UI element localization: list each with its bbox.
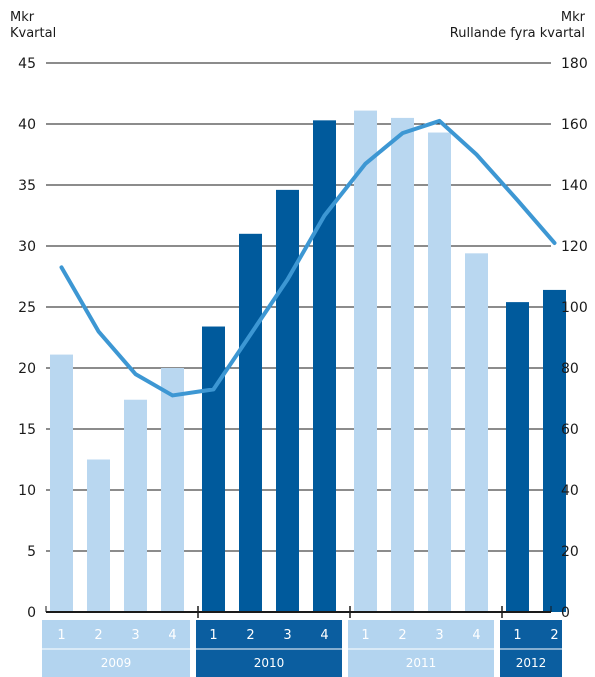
bar (202, 326, 225, 612)
category-axis: 2009 2010 2011 2012 1 2 3 4 1 2 3 4 1 2 3 4 1 2 (42, 620, 562, 677)
right-tick-label: 100 (561, 300, 588, 316)
right-tick-label: 20 (561, 544, 579, 560)
left-tick-label: 45 (18, 56, 36, 72)
right-tick-label: 60 (561, 422, 579, 438)
bar (391, 117, 414, 613)
right-axis-unit: Mkr (560, 10, 585, 25)
bar (354, 110, 377, 612)
left-tick-label: 15 (18, 422, 36, 438)
left-tick-label: 40 (18, 117, 36, 133)
right-axis-header: Mkr Rullande fyra kvartal (450, 10, 585, 42)
quarter-label: 3 (435, 628, 443, 643)
right-tick-label: 0 (561, 605, 570, 621)
rolling-total-line (59, 118, 557, 398)
left-tick-label: 20 (18, 361, 36, 377)
bar (50, 354, 73, 612)
bar (276, 189, 299, 612)
right-axis-title: Rullande fyra kvartal (449, 26, 585, 41)
quarterly-bars (50, 110, 566, 613)
left-tick-label: 0 (27, 605, 36, 621)
bar (313, 120, 336, 612)
quarter-label: 2 (550, 628, 558, 643)
left-axis-header: Mkr Kvartal (10, 10, 56, 42)
quarter-label: 4 (320, 628, 328, 643)
right-axis-ticks: 0 20 40 60 80 100 120 140 160 180 (561, 56, 588, 621)
bar (239, 233, 262, 613)
left-tick-label: 25 (18, 300, 36, 316)
rolling-line (59, 118, 557, 398)
bar (161, 368, 184, 612)
quarter-label: 2 (94, 628, 102, 643)
bar (465, 253, 488, 612)
bar (543, 289, 566, 612)
left-tick-label: 35 (18, 178, 36, 194)
bar (506, 302, 529, 612)
right-tick-label: 120 (561, 239, 588, 255)
quarter-label: 1 (361, 628, 369, 643)
right-tick-label: 80 (561, 361, 579, 377)
year-label: 2009 (101, 656, 132, 670)
quarter-label: 1 (57, 628, 65, 643)
left-tick-label: 10 (18, 483, 36, 499)
right-tick-label: 40 (561, 483, 579, 499)
bar (124, 399, 147, 612)
right-tick-label: 160 (561, 117, 588, 133)
x-axis (45, 606, 552, 618)
left-tick-label: 5 (27, 544, 36, 560)
quarter-label: 2 (246, 628, 254, 643)
quarter-label: 2 (398, 628, 406, 643)
right-tick-label: 180 (561, 56, 588, 72)
quarter-label: 3 (283, 628, 291, 643)
quarter-label: 1 (513, 628, 521, 643)
left-axis-ticks: 0 5 10 15 20 25 30 35 40 45 (18, 56, 36, 621)
year-label: 2011 (406, 656, 437, 670)
bar (428, 132, 451, 613)
left-tick-label: 30 (18, 239, 36, 255)
quarter-label: 1 (209, 628, 217, 643)
year-label: 2012 (516, 656, 547, 670)
quarter-label: 3 (131, 628, 139, 643)
right-tick-label: 140 (561, 178, 588, 194)
left-axis-title: Kvartal (10, 26, 57, 41)
year-label: 2010 (254, 656, 285, 670)
left-axis-unit: Mkr (10, 10, 35, 25)
quarter-label: 4 (472, 628, 480, 643)
bar (87, 459, 110, 612)
quarter-label: 4 (168, 628, 176, 643)
